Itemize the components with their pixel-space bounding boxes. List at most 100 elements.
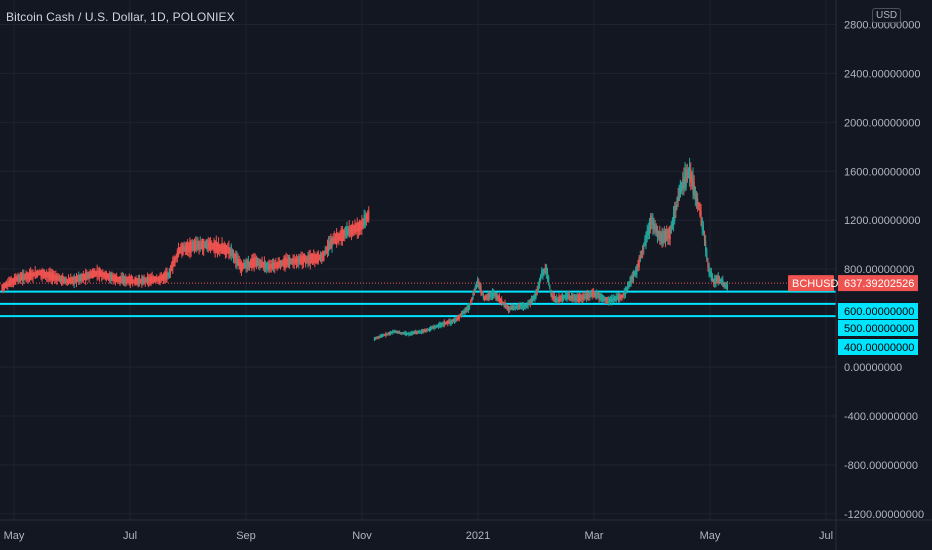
candle-body [701,218,703,229]
x-axis[interactable]: May Jul Sep Nov 2021 Mar May Jul [0,519,932,542]
candle-body [253,257,255,267]
candle-body [270,263,272,269]
candle-body [85,272,87,281]
y-axis[interactable]: 2800.00000000 2400.00000000 2000.00000000 1… [835,0,924,550]
candle-body [247,260,249,268]
candle-body [130,278,133,284]
candle-body [342,229,345,239]
candle-body [722,279,724,287]
candle-body [548,276,550,285]
candle-body [462,310,464,316]
candle-body [374,337,377,340]
symbol-label: BCHUSD [792,278,839,290]
candle-body [34,269,36,279]
candle-body [251,258,253,268]
candle-body [169,268,172,274]
candle-body [346,227,348,237]
candle-body [227,246,229,254]
candle-body [598,292,600,300]
candle-body [338,233,340,241]
candle-body [661,231,663,244]
candle-body [52,274,55,279]
candle-body [159,274,161,283]
candle-body [456,317,458,321]
candle-body [564,294,566,299]
candle-body [544,268,546,273]
candle-body [16,276,18,282]
candle-body [322,251,324,260]
candle-body [334,236,337,243]
candle-body [684,171,686,190]
candle-body [219,244,221,252]
candle-body [152,276,154,283]
candle-body [106,273,109,279]
candle-body [138,278,141,284]
candle-body [258,260,260,266]
candle-body [632,271,635,281]
candle-body [540,275,542,281]
candle-body [587,292,589,300]
candle-body [82,273,84,281]
candle-body [637,263,639,269]
candle-body [640,251,643,257]
candle-body [513,305,515,310]
candle-body [638,257,640,267]
candle-body [668,227,670,239]
candle-body [281,260,283,267]
candle-body [173,258,175,267]
candle-body [509,306,511,310]
candle-body [200,241,203,249]
candle-body [400,332,402,334]
candle-body [81,274,83,281]
candle-body [592,290,594,297]
candle-body [552,295,554,299]
candle-body [117,276,119,282]
candle-body [620,295,622,299]
candle-body [365,214,368,222]
candle-body [305,255,307,265]
candle-body [23,272,25,282]
candle-body [499,298,502,303]
candle-body [384,334,386,336]
candle-body [650,216,652,230]
candle-body [158,275,160,283]
candle-body [682,179,684,190]
candle-body [663,231,665,242]
candle-body [558,296,560,303]
candle-body [146,275,149,285]
candle-body [709,270,711,276]
candle-body [337,234,339,242]
candle-body [521,304,523,310]
candle-body [250,258,252,268]
candle-body [323,251,325,257]
candle-body [485,296,487,300]
candle-body [702,225,704,234]
candle-body [235,253,237,264]
candle-body [192,241,194,251]
candle-body [480,286,482,294]
candle-body [101,271,103,278]
candle-body [41,269,43,278]
candle-body [195,240,197,251]
currency-button[interactable]: USD [872,8,902,23]
candle-body [181,244,183,256]
candle-body [284,257,286,268]
candle-body [549,284,551,289]
candle-body [46,271,48,278]
candle-body [460,312,463,317]
candle-body [630,276,632,285]
candle-body [111,275,113,280]
candle-body [118,276,120,282]
candle-body [525,304,527,308]
candle-body [98,269,101,278]
x-tick-label: Sep [236,530,256,542]
candle-body [83,273,86,280]
candle-body [290,259,292,264]
candle-body [482,294,484,298]
candle-body [452,320,455,323]
candle-body [550,289,552,296]
candle-body [651,217,653,225]
grid-lines [0,0,836,520]
candle-body [326,245,329,252]
